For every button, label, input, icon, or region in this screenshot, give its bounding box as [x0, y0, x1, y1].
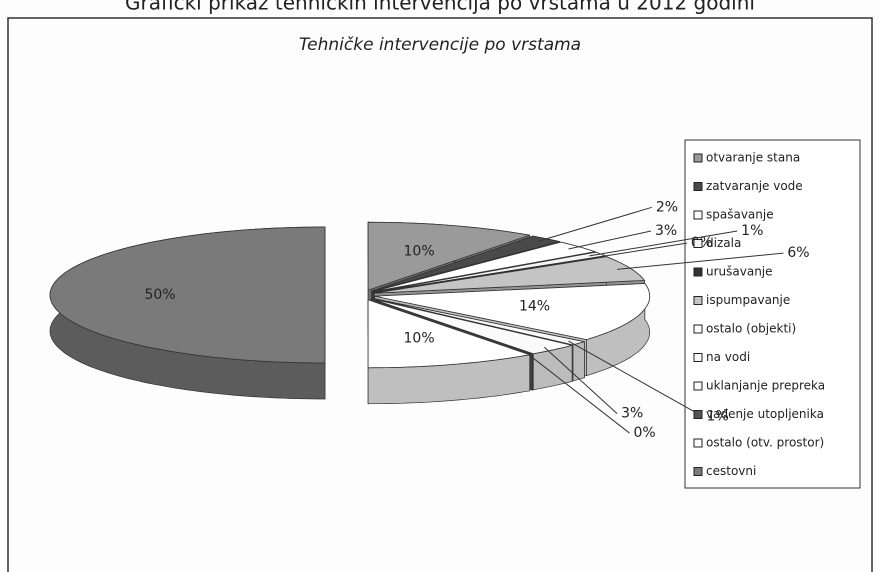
leader-line [524, 350, 630, 434]
legend-label: ispumpavanje [706, 293, 790, 307]
legend-label: vađenje utopljenika [706, 407, 824, 421]
legend-swatch [693, 182, 703, 191]
legend-label: cestovni [706, 464, 756, 478]
data-label: 0% [634, 425, 656, 441]
leader-line [593, 242, 687, 259]
legend-swatch [693, 239, 703, 248]
leader-line [568, 340, 703, 417]
legend-swatch [693, 353, 703, 362]
legend-label: otvaranje stana [706, 151, 800, 165]
data-label: 10% [404, 331, 435, 347]
leader-line [544, 346, 618, 414]
data-label: 2% [656, 199, 678, 215]
data-label: 3% [621, 406, 643, 422]
legend-swatch [693, 153, 703, 163]
slice [374, 283, 651, 341]
leader-line [568, 230, 652, 250]
page-title: Grafički prikaz tehničkih intervencija p… [125, 0, 755, 15]
leader-line [617, 252, 784, 270]
legend-label: uklanjanje prepreka [706, 379, 825, 393]
legend-swatch [693, 467, 703, 476]
legend-swatch [693, 438, 703, 448]
legend-label: zatvaranje vode [706, 179, 803, 193]
data-label: 1% [741, 223, 763, 239]
legend-swatch [693, 210, 703, 220]
legend-label: ostalo (objekti) [706, 322, 796, 336]
legend-swatch [693, 381, 703, 391]
data-label: 10% [404, 243, 435, 259]
legend-label: urušavanje [706, 265, 773, 279]
legend-swatch [693, 410, 703, 419]
legend-swatch [693, 324, 703, 334]
data-label: 50% [144, 287, 175, 303]
data-label: 6% [787, 245, 809, 261]
slice [371, 298, 573, 355]
slice [367, 299, 530, 369]
legend-box [684, 139, 861, 489]
legend-swatch [693, 296, 703, 305]
legend-label: dizala [706, 236, 741, 250]
slice [372, 297, 585, 346]
slice [370, 298, 533, 355]
leader-line [589, 230, 738, 257]
chart-title: Tehničke intervencije po vrstama [299, 35, 581, 55]
data-label: 14% [519, 298, 550, 314]
legend-swatch [693, 267, 703, 277]
chart-frame [7, 17, 873, 572]
data-label: 3% [655, 223, 677, 239]
slice [49, 226, 326, 364]
legend-label: ostalo (otv. prostor) [706, 436, 824, 450]
data-label: 1% [707, 408, 729, 424]
slice [367, 221, 530, 291]
leader-line [537, 206, 652, 242]
legend-label: na vodi [706, 350, 750, 364]
legend-label: spašavanje [706, 208, 774, 222]
